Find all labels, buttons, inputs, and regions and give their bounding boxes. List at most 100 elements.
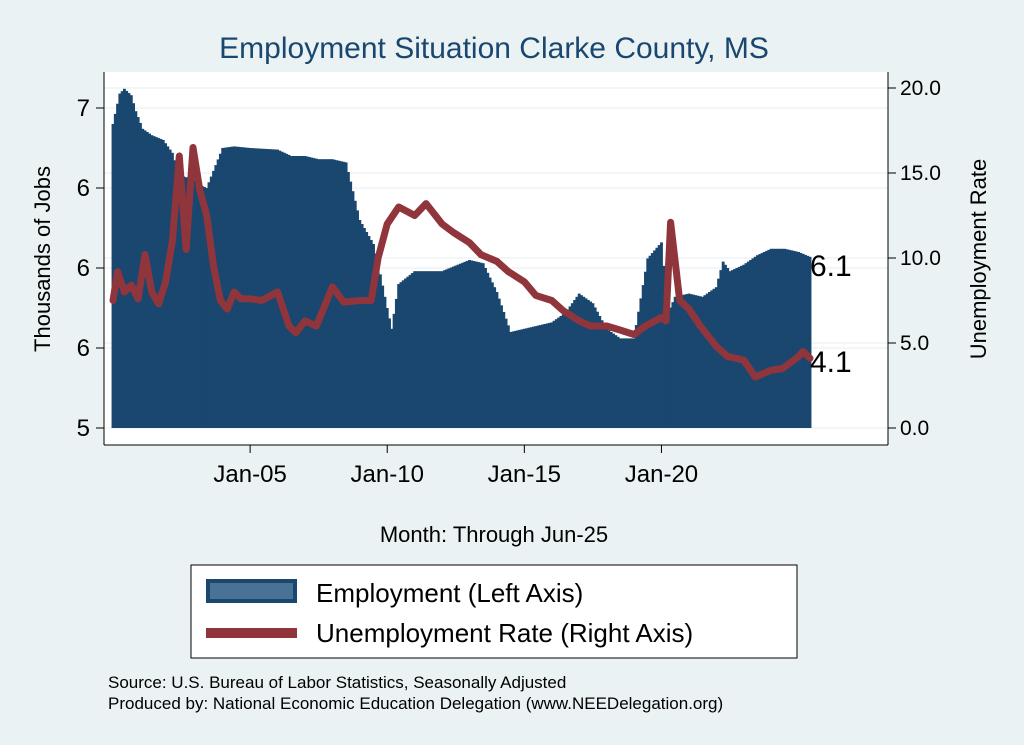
employment-bar	[614, 335, 618, 428]
left-tick-label: 6	[77, 255, 90, 282]
employment-bar	[481, 263, 485, 428]
employment-bar	[646, 258, 650, 428]
employment-bar	[621, 338, 625, 428]
employment-bar	[223, 147, 227, 428]
employment-bar	[561, 314, 565, 428]
employment-bar	[134, 111, 138, 428]
employment-bar	[296, 156, 300, 428]
employment-bar	[118, 93, 122, 428]
employment-bar	[442, 270, 446, 428]
employment-bar	[461, 262, 465, 428]
employment-bar	[383, 296, 387, 428]
employment-bar	[541, 324, 545, 428]
employment-bar	[797, 252, 801, 428]
employment-bar	[525, 328, 529, 428]
employment-bar	[545, 323, 549, 428]
employment-bar	[660, 242, 663, 428]
employment-bar	[262, 148, 266, 429]
employment-bar	[582, 296, 586, 428]
employment-bar	[554, 319, 558, 428]
employment-bar	[321, 159, 325, 428]
employment-bar	[310, 157, 314, 428]
x-tick-label: Jan-05	[213, 461, 286, 488]
employment-bar	[458, 263, 462, 428]
employment-bar	[228, 147, 231, 429]
employment-bar	[157, 138, 161, 428]
employment-bar	[548, 322, 551, 428]
employment-bar	[282, 152, 286, 429]
employment-bar	[762, 252, 766, 428]
employment-bar	[289, 156, 293, 428]
employment-bar	[669, 307, 673, 428]
legend-label-unemployment: Unemployment Rate (Right Axis)	[316, 618, 693, 648]
employment-bar	[376, 263, 380, 428]
employment-bar	[292, 156, 295, 428]
employment-bar	[648, 255, 652, 428]
employment-bar	[682, 294, 686, 428]
employment-bar	[269, 149, 273, 428]
employment-bar	[774, 248, 778, 428]
employment-bar	[305, 156, 309, 428]
employment-bar	[596, 311, 599, 428]
employment-bar	[214, 165, 218, 428]
employment-bar	[717, 278, 721, 428]
employment-bar	[509, 332, 513, 428]
employment-bar	[452, 266, 455, 428]
employment-bar	[406, 276, 410, 428]
employment-end-label: 6.1	[810, 250, 852, 283]
employment-bar	[495, 292, 499, 428]
employment-bar	[200, 185, 204, 428]
employment-bar	[799, 252, 803, 428]
x-tick-label: Jan-20	[625, 461, 698, 488]
employment-bar	[159, 139, 163, 429]
employment-bar	[767, 249, 771, 428]
employment-bar	[369, 240, 373, 428]
employment-bar	[209, 176, 213, 428]
right-axis-ticks: 0.0 5.0 10.0 15.0 20.0	[888, 77, 941, 440]
employment-bar	[591, 303, 595, 428]
legend: Employment (Left Axis) Unemployment Rate…	[190, 564, 798, 659]
employment-bar	[580, 295, 583, 428]
unemployment-line	[109, 144, 814, 381]
employment-bar	[253, 148, 257, 428]
employment-bar	[728, 271, 732, 428]
employment-bar	[397, 284, 401, 428]
employment-bar	[557, 317, 561, 428]
employment-bar	[205, 188, 209, 428]
employment-bar	[372, 244, 375, 428]
employment-bar	[422, 271, 426, 428]
employment-bar	[559, 316, 563, 428]
employment-bar	[168, 149, 172, 428]
employment-bar	[655, 247, 659, 428]
employment-bar	[424, 271, 428, 428]
employment-bar	[740, 265, 743, 428]
employment-bar	[790, 250, 794, 428]
employment-bar	[230, 146, 234, 428]
employment-bar	[415, 271, 419, 428]
employment-bar	[504, 318, 508, 428]
employment-bar	[394, 298, 398, 428]
left-tick-label: 6	[77, 335, 90, 362]
employment-bar	[705, 293, 709, 428]
employment-bar	[314, 158, 318, 429]
employment-bar	[484, 268, 487, 428]
employment-bar	[241, 147, 245, 428]
employment-bar	[733, 269, 737, 428]
employment-bar	[122, 88, 126, 429]
employment-bar	[710, 290, 714, 428]
employment-bar	[360, 224, 364, 428]
employment-bar	[132, 103, 136, 428]
employment-bar	[257, 148, 261, 428]
employment-bars	[111, 88, 812, 429]
employment-bar	[472, 261, 476, 428]
employment-bar	[479, 262, 483, 428]
employment-bar	[143, 130, 147, 428]
employment-bar	[420, 271, 423, 428]
employment-bar	[552, 320, 556, 428]
employment-bar	[742, 264, 746, 428]
employment-bar	[787, 249, 791, 428]
employment-bar	[801, 253, 805, 428]
employment-bar	[641, 285, 645, 428]
employment-bar	[671, 302, 675, 428]
